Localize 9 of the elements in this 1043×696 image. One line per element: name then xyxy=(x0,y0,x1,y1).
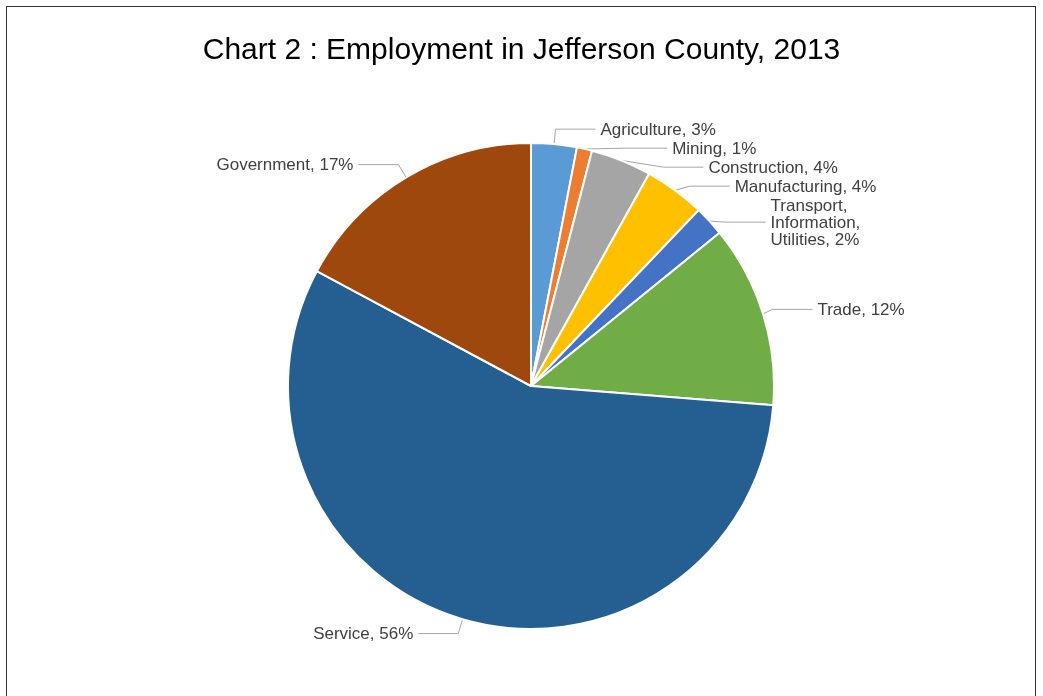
slice-label: Trade, 12% xyxy=(817,299,905,319)
slice-label: Service, 56% xyxy=(313,624,414,644)
slice-label: Mining, 1% xyxy=(672,138,757,158)
chart-title: Chart 2 : Employment in Jefferson County, 2013 xyxy=(202,31,841,65)
slice-label: Government, 17% xyxy=(216,155,354,175)
slice-label: Agriculture, 3% xyxy=(600,119,716,139)
slice-label: Manufacturing, 4% xyxy=(734,176,877,196)
slice-label: Transport, Information, Utilities, 2% xyxy=(770,195,866,249)
slice-label: Construction, 4% xyxy=(708,157,838,177)
